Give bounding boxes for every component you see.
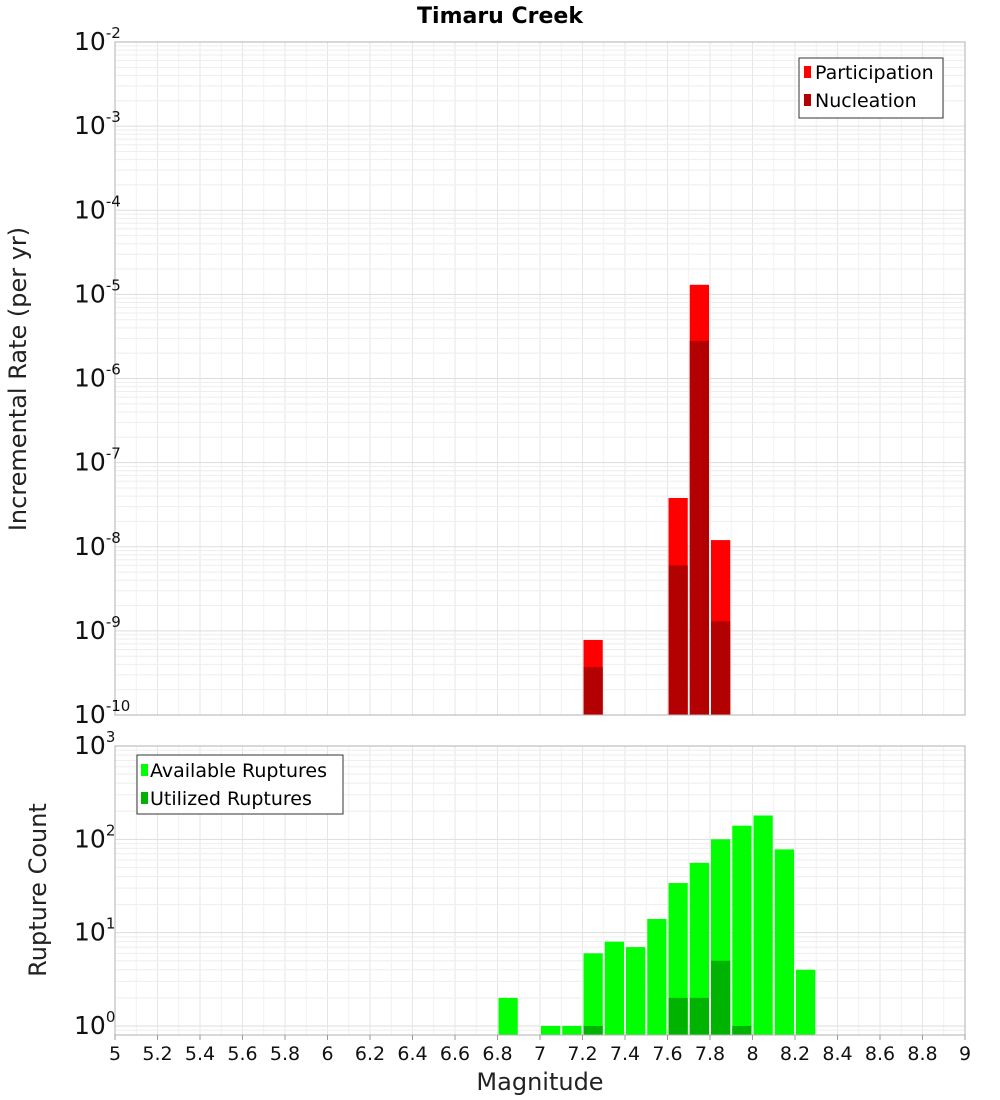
rate-y-tick-label: 10-9 bbox=[74, 613, 121, 645]
nucleation-bar bbox=[711, 621, 731, 715]
available-ruptures-bar bbox=[753, 815, 773, 1035]
nucleation-legend-label: Nucleation bbox=[815, 90, 917, 112]
count-y-tick-label: 101 bbox=[74, 915, 115, 947]
available-ruptures-bar bbox=[796, 969, 816, 1035]
available-ruptures-bar bbox=[604, 941, 624, 1035]
rate-y-tick-label: 10-7 bbox=[74, 445, 121, 477]
utilized-ruptures-bar bbox=[689, 997, 709, 1035]
count-legend-box bbox=[136, 754, 344, 815]
count-plot-bars bbox=[498, 815, 816, 1035]
x-tick-label: 6.6 bbox=[440, 1043, 470, 1065]
x-tick-label: 7.8 bbox=[695, 1043, 725, 1065]
available-legend-swatch bbox=[141, 764, 148, 776]
x-tick-label: 5.2 bbox=[142, 1043, 172, 1065]
available-ruptures-bar bbox=[774, 849, 794, 1035]
x-tick-label: 6.4 bbox=[397, 1043, 427, 1065]
count-y-tick-label: 103 bbox=[74, 728, 115, 760]
utilized-ruptures-bar bbox=[583, 1025, 603, 1035]
rate-y-tick-label: 10-5 bbox=[74, 276, 121, 308]
count-y-tick-label: 100 bbox=[74, 1008, 115, 1040]
count-legend: Available Ruptures Utilized Ruptures bbox=[136, 754, 344, 815]
x-tick-label: 8.8 bbox=[907, 1043, 937, 1065]
rate-y-tick-label: 10-3 bbox=[74, 108, 121, 140]
x-tick-label: 6.2 bbox=[355, 1043, 385, 1065]
x-tick-label: 6.8 bbox=[482, 1043, 512, 1065]
available-ruptures-bar bbox=[647, 919, 667, 1035]
x-tick-label: 7 bbox=[534, 1043, 546, 1065]
rate-y-tick-label: 10-10 bbox=[74, 697, 130, 729]
rate-y-ticks: 10-10 10-9 10-8 10-7 10-6 10-5 10-4 10-3 10-2 bbox=[74, 24, 130, 729]
x-tick-label: 8 bbox=[746, 1043, 758, 1065]
x-tick-label: 8.2 bbox=[780, 1043, 810, 1065]
x-tick-label: 7.4 bbox=[610, 1043, 640, 1065]
rate-plot-bars bbox=[583, 284, 731, 715]
count-plot-panel: 100 101 102 103 5 5.2 5.4 5.6 5.8 6 6.2 6.4 6.6 6.8 7… bbox=[24, 728, 971, 1096]
available-ruptures-bar bbox=[541, 1025, 561, 1035]
rate-y-axis-label: Incremental Rate (per yr) bbox=[4, 227, 32, 531]
available-ruptures-bar bbox=[732, 825, 752, 1035]
utilized-ruptures-bar bbox=[711, 960, 731, 1035]
nucleation-bar bbox=[689, 340, 709, 715]
available-legend-label: Available Ruptures bbox=[150, 760, 327, 782]
x-tick-label: 8.6 bbox=[865, 1043, 895, 1065]
x-tick-label: 7.6 bbox=[652, 1043, 682, 1065]
x-tick-label: 5 bbox=[109, 1043, 121, 1065]
chart-title: Timaru Creek bbox=[417, 4, 584, 29]
rate-y-tick-label: 10-4 bbox=[74, 192, 121, 224]
x-tick-label: 5.4 bbox=[185, 1043, 215, 1065]
x-tick-label: 8.4 bbox=[822, 1043, 852, 1065]
utilized-legend-swatch bbox=[141, 792, 148, 804]
available-ruptures-bar bbox=[583, 953, 603, 1035]
magnitude-x-axis-label: Magnitude bbox=[476, 1068, 603, 1096]
count-y-ticks: 100 101 102 103 bbox=[74, 728, 115, 1040]
x-tick-label: 5.8 bbox=[270, 1043, 300, 1065]
utilized-legend-label: Utilized Ruptures bbox=[150, 788, 312, 810]
count-y-axis-label: Rupture Count bbox=[24, 803, 52, 977]
rate-y-tick-label: 10-8 bbox=[74, 529, 121, 561]
nucleation-legend-swatch bbox=[804, 94, 811, 106]
nucleation-bar bbox=[668, 565, 688, 715]
available-ruptures-bar bbox=[668, 883, 688, 1035]
x-tick-label: 9 bbox=[959, 1043, 971, 1065]
magnitude-x-ticks: 5 5.2 5.4 5.6 5.8 6 6.2 6.4 6.6 6.8 7 7.2 7.4 7.6 7.8 8… bbox=[109, 1035, 971, 1065]
available-ruptures-bar bbox=[626, 947, 646, 1035]
count-y-tick-label: 102 bbox=[74, 821, 115, 853]
rate-y-tick-label: 10-2 bbox=[74, 24, 121, 56]
rate-plot-grid bbox=[115, 42, 965, 716]
rate-legend-box bbox=[798, 57, 944, 119]
rate-plot-frame bbox=[114, 41, 966, 716]
participation-legend-label: Participation bbox=[815, 62, 934, 84]
available-ruptures-bar bbox=[498, 997, 518, 1035]
x-tick-label: 5.6 bbox=[227, 1043, 257, 1065]
available-ruptures-bar bbox=[689, 862, 709, 1035]
rate-legend: Participation Nucleation bbox=[798, 57, 944, 119]
rate-y-tick-label: 10-6 bbox=[74, 361, 121, 393]
nucleation-bar bbox=[583, 667, 603, 715]
utilized-ruptures-bar bbox=[732, 1025, 752, 1035]
participation-legend-swatch bbox=[804, 66, 811, 78]
rate-plot-panel: 10-10 10-9 10-8 10-7 10-6 10-5 10-4 10-3 10-2 In… bbox=[4, 24, 966, 729]
x-tick-label: 6 bbox=[321, 1043, 333, 1065]
utilized-ruptures-bar bbox=[668, 997, 688, 1035]
x-tick-label: 7.2 bbox=[567, 1043, 597, 1065]
available-ruptures-bar bbox=[562, 1025, 582, 1035]
